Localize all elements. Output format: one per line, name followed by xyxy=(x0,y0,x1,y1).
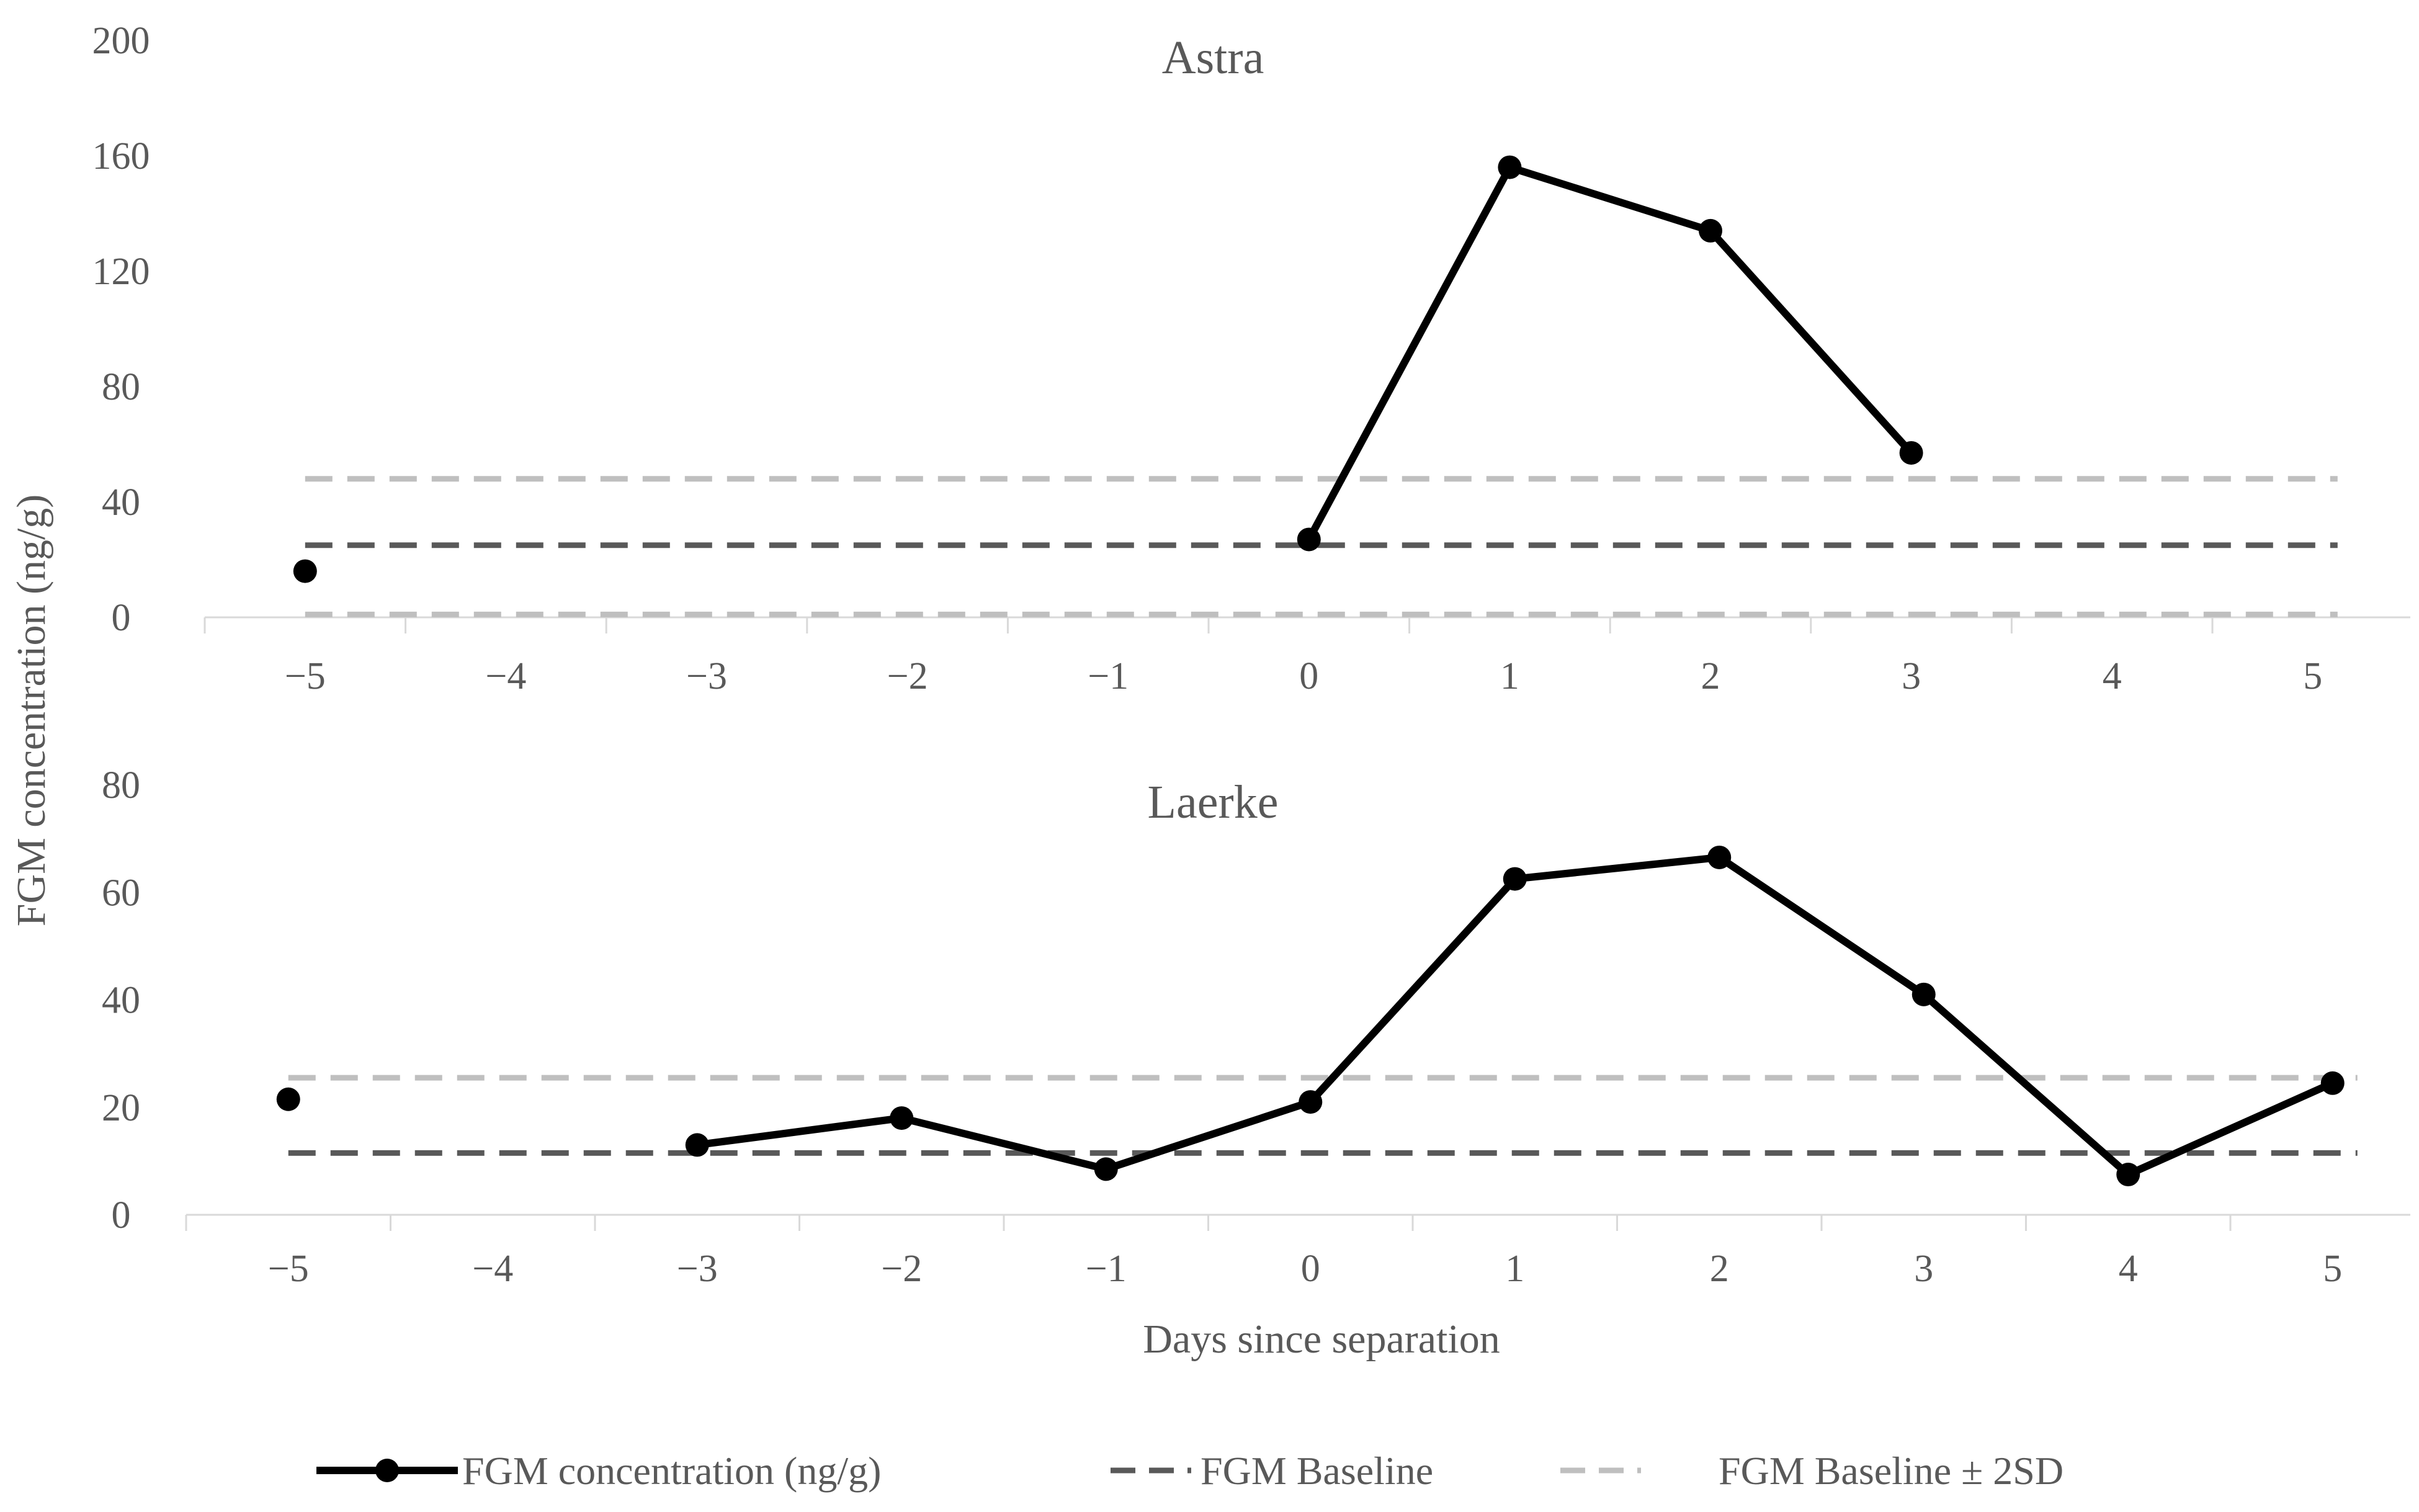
legend-label: FGM Baseline xyxy=(1201,1449,1433,1493)
series-line-segment xyxy=(1506,163,1714,235)
data-point xyxy=(1699,218,1722,243)
series-line-segment xyxy=(2124,1079,2336,1179)
y-tick-label: 0 xyxy=(112,1194,131,1237)
x-tick-label: −4 xyxy=(472,1248,513,1290)
x-tick-label: −1 xyxy=(1086,1248,1127,1290)
data-point xyxy=(293,559,317,583)
x-tick-label: 2 xyxy=(1710,1248,1729,1290)
data-point xyxy=(1503,867,1527,891)
panel-astra: Astra 0 40 80 120 160 200 −5 −4 −3 −2 −1 0 1 2 3 4 5 xyxy=(92,20,2410,697)
legend-item: FGM Baseline xyxy=(1111,1449,1433,1493)
x-tick-label: −2 xyxy=(881,1248,922,1290)
y-axis-title: FGM concentration (ng/g) xyxy=(9,494,54,927)
legend-marker-icon xyxy=(375,1459,399,1482)
x-tick-label: 5 xyxy=(2303,655,2322,697)
y-tick-label: 200 xyxy=(92,20,150,62)
data-point xyxy=(276,1087,300,1111)
data-point xyxy=(1899,441,1923,465)
data-point xyxy=(1297,527,1321,552)
series-line-segment xyxy=(693,1114,906,1149)
data-point xyxy=(2320,1071,2345,1095)
data-point xyxy=(1094,1157,1118,1181)
data-point xyxy=(2116,1163,2140,1187)
data-point xyxy=(1299,1090,1323,1114)
x-tick-label: 0 xyxy=(1299,655,1318,697)
legend-label: FGM concentration (ng/g) xyxy=(462,1449,881,1493)
data-point xyxy=(1912,982,1936,1006)
x-tick-label: −3 xyxy=(686,655,727,697)
x-tick-label: 5 xyxy=(2323,1248,2342,1290)
series-line-segment xyxy=(1511,853,1724,883)
x-tick-label: −1 xyxy=(1088,655,1129,697)
x-tick-label: 2 xyxy=(1701,655,1720,697)
panel-laerke: Laerke 0 20 40 60 80 −5 −4 −3 −2 −1 0 1 2 3 4 5 xyxy=(102,764,2410,1290)
y-tick-label: 80 xyxy=(102,366,140,408)
series-line-segment xyxy=(1715,853,1928,998)
series-line-segment xyxy=(1307,875,1519,1106)
series-line-segment xyxy=(1102,1098,1315,1173)
x-tick-label: −2 xyxy=(887,655,928,697)
series-line-segment xyxy=(1707,226,1915,457)
y-tick-label: 0 xyxy=(112,597,131,639)
series-line-segment xyxy=(1305,163,1514,544)
data-point xyxy=(685,1133,709,1157)
x-tick-label: −5 xyxy=(285,655,326,697)
x-tick-label: 4 xyxy=(2119,1248,2138,1290)
x-tick-label: 3 xyxy=(1902,655,1921,697)
data-point xyxy=(1707,845,1732,869)
y-tick-label: 40 xyxy=(102,481,140,524)
y-tick-label: 120 xyxy=(92,251,150,293)
data-point xyxy=(890,1106,914,1130)
x-tick-label: 0 xyxy=(1301,1248,1320,1290)
legend-label: FGM Baseline ± 2SD xyxy=(1719,1449,2064,1493)
series-line-segment xyxy=(898,1114,1110,1173)
x-tick-label: −5 xyxy=(268,1248,309,1290)
x-tick-label: 3 xyxy=(1914,1248,1933,1290)
x-tick-label: −4 xyxy=(485,655,526,697)
x-tick-label: −3 xyxy=(677,1248,718,1290)
y-tick-label: 20 xyxy=(102,1087,140,1129)
y-tick-label: 60 xyxy=(102,872,140,914)
data-point xyxy=(1498,155,1522,179)
legend: FGM concentration (ng/g) FGM Baseline FGM … xyxy=(316,1449,2064,1493)
legend-item: FGM Baseline ± 2SD xyxy=(1560,1449,2064,1493)
x-tick-label: 4 xyxy=(2103,655,2122,697)
x-axis-title: Days since separation xyxy=(1143,1317,1500,1362)
x-tick-label: 1 xyxy=(1500,655,1519,697)
y-tick-label: 40 xyxy=(102,980,140,1022)
panel-title: Laerke xyxy=(1148,776,1279,828)
legend-item: FGM concentration (ng/g) xyxy=(316,1449,881,1493)
panel-title: Astra xyxy=(1162,32,1264,84)
y-tick-label: 160 xyxy=(92,135,150,177)
y-tick-label: 80 xyxy=(102,764,140,807)
x-tick-label: 1 xyxy=(1505,1248,1524,1290)
series-line-segment xyxy=(1920,990,2132,1179)
